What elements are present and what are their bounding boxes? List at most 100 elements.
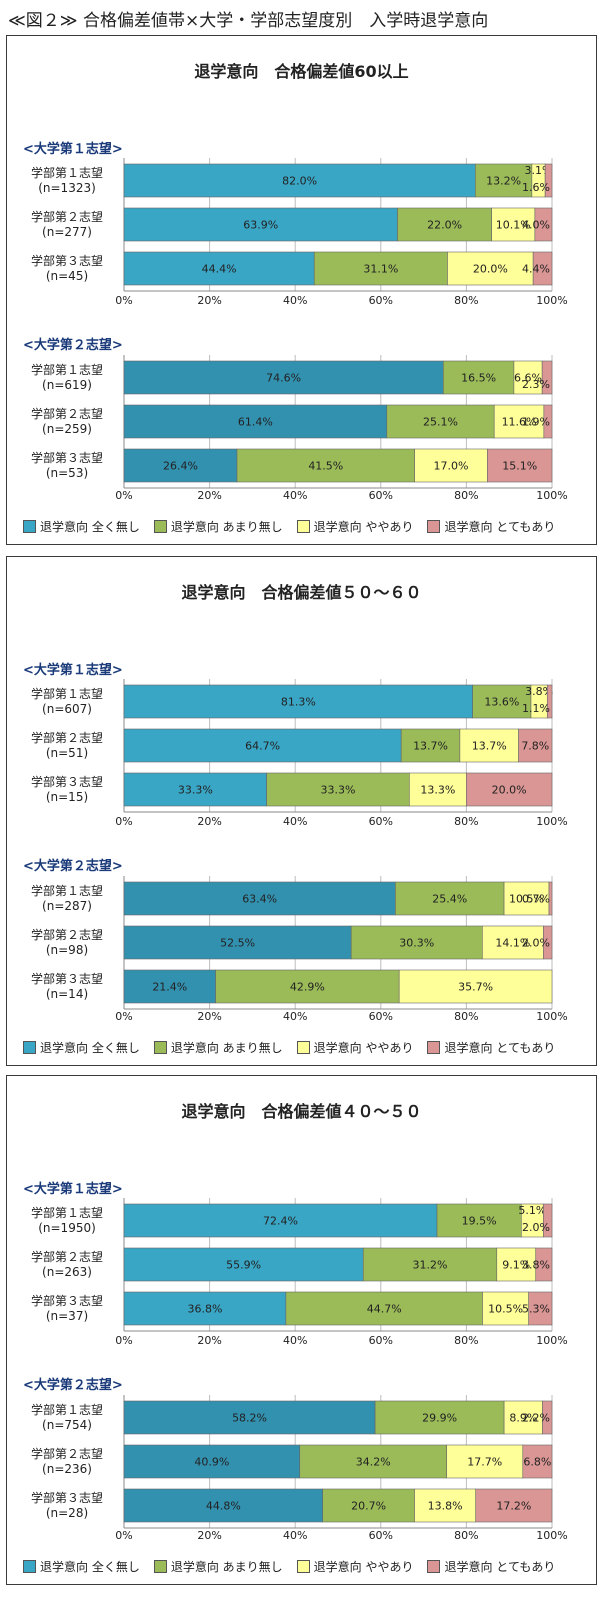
group-label: <大学第２志望> xyxy=(23,1378,123,1393)
category-n: (n=37) xyxy=(45,1309,89,1323)
data-label: 1.6% xyxy=(522,181,550,194)
data-label: 6.6% xyxy=(514,372,542,385)
bar-segment xyxy=(236,448,415,483)
bar-segment xyxy=(322,1488,415,1523)
legend-swatch xyxy=(427,1041,441,1054)
bar-segment xyxy=(542,1400,553,1435)
data-label: 8.9% xyxy=(509,1412,537,1425)
category-label: 学部第１志望 (n=619) xyxy=(15,363,119,393)
legend-swatch xyxy=(427,520,441,533)
data-label: 13.7% xyxy=(472,740,507,753)
category-n: (n=51) xyxy=(45,746,89,760)
data-label: 31.2% xyxy=(413,1259,448,1272)
category-n: (n=15) xyxy=(45,790,89,804)
bar-segment xyxy=(123,251,315,286)
legend-swatch xyxy=(427,1560,441,1573)
x-tick-label: 80% xyxy=(454,489,478,502)
data-label: 63.9% xyxy=(243,219,278,232)
data-label: 2.3% xyxy=(522,378,550,391)
bar-segment xyxy=(446,1444,524,1479)
x-tick-label: 100% xyxy=(536,815,567,828)
x-tick-label: 60% xyxy=(369,294,393,307)
legend-label: 退学意向 ややあり xyxy=(313,1560,414,1574)
data-label: 33.3% xyxy=(321,784,356,797)
data-label: 7.8% xyxy=(521,740,549,753)
category-n: (n=277) xyxy=(42,225,92,239)
data-label: 35.7% xyxy=(458,981,493,994)
legend-label: 退学意向 とてもあり xyxy=(444,1560,556,1574)
x-tick-label: 80% xyxy=(454,1529,478,1542)
legend-swatch xyxy=(296,1041,310,1054)
page-title: ≪図２≫ 合格偏差値帯×大学・学部志望度別 入学時退学意向 xyxy=(8,11,489,31)
data-label: 5.3% xyxy=(522,1303,550,1316)
legend-label: 退学意向 ややあり xyxy=(313,1041,414,1055)
x-tick-label: 60% xyxy=(369,1334,393,1347)
x-tick-label: 0% xyxy=(115,1010,132,1023)
bar-segment xyxy=(541,360,553,395)
data-label: 34.2% xyxy=(356,1456,391,1469)
data-label: 3.8% xyxy=(525,685,553,698)
data-label: 14.1% xyxy=(495,937,530,950)
x-tick-label: 80% xyxy=(454,294,478,307)
category-label: 学部第２志望 (n=236) xyxy=(15,1447,119,1477)
bar-segment xyxy=(123,1444,301,1479)
bar-segment xyxy=(482,1291,529,1326)
bar-chart: 0% 20% 40% 60% 80% 100% 72.4% 19.5% 5.1% 2.0% 55.9… xyxy=(115,1198,568,1542)
category-name: 学部第２志望 xyxy=(30,407,103,421)
x-tick-label: 20% xyxy=(197,489,221,502)
bar-segment xyxy=(386,404,495,439)
category-name: 学部第２志望 xyxy=(30,1250,103,1264)
bar-segment xyxy=(513,360,543,395)
x-tick-label: 0% xyxy=(115,1334,132,1347)
category-label: 学部第３志望 (n=53) xyxy=(15,451,119,481)
group-label: <大学第２志望> xyxy=(23,859,123,874)
bar-segment xyxy=(398,969,553,1004)
data-label: 2.0% xyxy=(522,1221,550,1234)
category-n: (n=263) xyxy=(42,1265,92,1279)
x-tick-label: 60% xyxy=(369,815,393,828)
x-tick-label: 80% xyxy=(454,1010,478,1023)
legend-item: 退学意向 ややあり xyxy=(296,1558,414,1575)
category-label: 学部第２志望 (n=98) xyxy=(15,928,119,958)
chart-title: 退学意向 合格偏差値５０～６０ xyxy=(181,583,422,602)
legend-item: 退学意向 全く無し xyxy=(23,1558,140,1575)
x-tick-label: 100% xyxy=(536,1529,567,1542)
data-label: 33.3% xyxy=(178,784,213,797)
bar-segment xyxy=(447,251,534,286)
data-label: 20.0% xyxy=(492,784,527,797)
bar-segment xyxy=(436,1203,522,1238)
x-tick-label: 100% xyxy=(536,1334,567,1347)
bar-segment xyxy=(543,925,553,960)
category-name: 学部第２志望 xyxy=(30,928,103,942)
category-label: 学部第２志望 (n=263) xyxy=(15,1250,119,1280)
data-label: 21.4% xyxy=(152,981,187,994)
x-tick-label: 60% xyxy=(369,1529,393,1542)
category-n: (n=607) xyxy=(42,702,92,716)
category-name: 学部第１志望 xyxy=(30,363,103,377)
bar-segment xyxy=(123,1247,364,1282)
data-label: 1.9% xyxy=(522,416,550,429)
bar-segment xyxy=(123,207,398,242)
data-label: 2.2% xyxy=(522,1412,550,1425)
category-name: 学部第２志望 xyxy=(30,210,103,224)
category-n: (n=619) xyxy=(42,378,92,392)
data-label: 10.5% xyxy=(488,1303,523,1316)
bar-segment xyxy=(123,772,267,807)
category-label: 学部第１志望 (n=1950) xyxy=(15,1206,119,1236)
bar-segment xyxy=(123,448,238,483)
bar-segment xyxy=(503,1400,543,1435)
legend: 退学意向 全く無し 退学意向 あまり無し 退学意向 ややあり 退学意向 とてもあり xyxy=(23,1558,555,1575)
data-label: 58.2% xyxy=(232,1412,267,1425)
bar-segment xyxy=(123,728,402,763)
bar-segment xyxy=(528,1291,553,1326)
data-label: 44.7% xyxy=(367,1303,402,1316)
category-label: 学部第２志望 (n=277) xyxy=(15,210,119,240)
bar-segment xyxy=(397,207,492,242)
category-label: 学部第１志望 (n=607) xyxy=(15,687,119,717)
x-tick-label: 80% xyxy=(454,1334,478,1347)
category-label: 学部第１志望 (n=287) xyxy=(15,884,119,914)
data-label: 63.4% xyxy=(242,893,277,906)
x-tick-label: 40% xyxy=(283,815,307,828)
data-label: 41.5% xyxy=(308,460,343,473)
category-n: (n=98) xyxy=(45,943,89,957)
